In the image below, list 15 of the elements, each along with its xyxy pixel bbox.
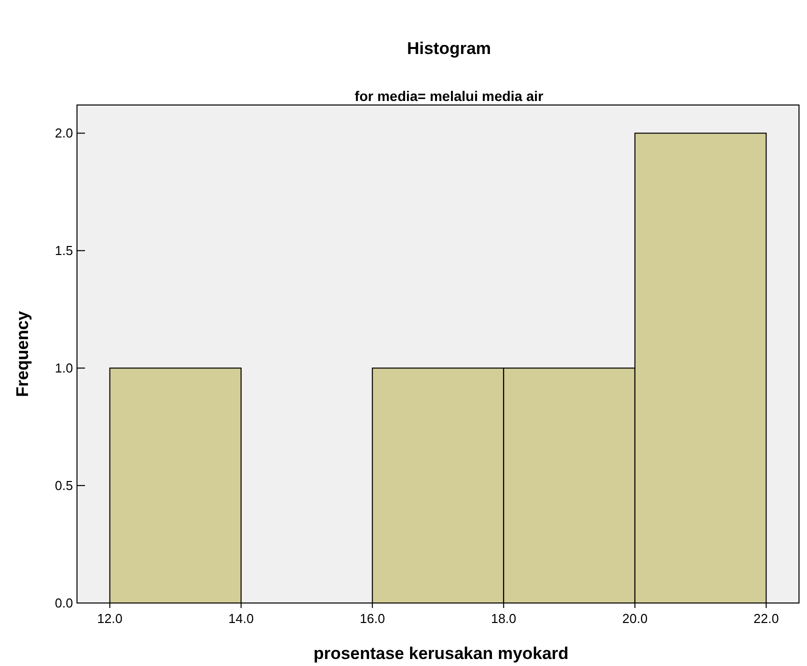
y-tick-label: 0.0	[54, 596, 73, 611]
x-tick-label: 20.0	[622, 611, 648, 626]
y-axis-title: Frequency	[13, 310, 32, 397]
y-tick-label: 2.0	[54, 126, 73, 141]
x-tick-label: 22.0	[754, 611, 779, 626]
x-tick-label: 18.0	[490, 611, 516, 626]
chart-title: Histogram	[406, 39, 492, 58]
y-tick-label: 0.5	[54, 478, 73, 494]
y-tick-label: 1.0	[54, 360, 73, 376]
y-tick-label: 1.5	[54, 243, 73, 258]
x-tick-label: 16.0	[360, 611, 386, 626]
x-tick-label: 14.0	[228, 611, 254, 626]
x-tick-label: 12.0	[97, 611, 122, 626]
x-axis-title: prosentase kerusakan myokard	[313, 644, 569, 663]
chart-subtitle: for media= melalui media air	[354, 88, 544, 104]
